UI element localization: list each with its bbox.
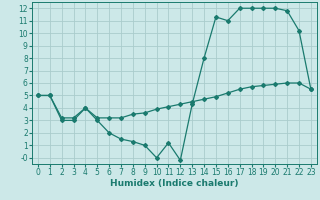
X-axis label: Humidex (Indice chaleur): Humidex (Indice chaleur) <box>110 179 239 188</box>
